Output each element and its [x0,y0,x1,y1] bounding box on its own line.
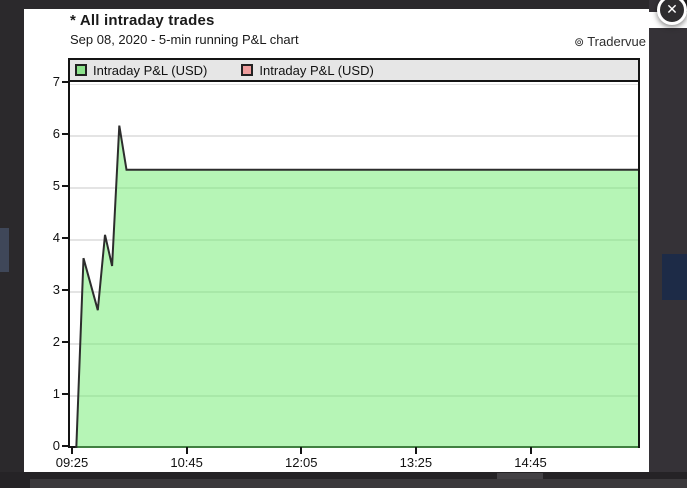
y-axis-tick [62,237,68,239]
x-axis-tick [185,447,188,454]
pnl-area-chart [70,84,638,448]
x-axis-tick [300,447,303,454]
y-axis-tick [62,341,68,343]
x-axis-tick [71,447,73,454]
background-right-column [649,0,687,488]
y-axis-label: 6 [52,126,60,141]
x-axis-label: 09:25 [55,455,89,470]
x-axis-tick [529,447,532,454]
y-axis-tick [62,393,68,395]
y-axis-label: 5 [52,178,60,193]
close-icon: ✕ [666,1,678,17]
brand-label: Tradervue [587,34,646,49]
legend-item-short[interactable]: Intraday P&L (USD) [241,62,374,78]
background-accent-right [662,254,687,300]
legend-label: Intraday P&L (USD) [93,62,208,78]
pnl-line [75,125,638,448]
y-axis-label: 2 [52,334,60,349]
x-axis-tick [414,447,417,454]
chart-legend: Intraday P&L (USD) Intraday P&L (USD) [70,60,638,82]
x-axis-label: 13:25 [399,455,433,470]
y-axis-tick [62,289,68,291]
legend-item-long[interactable]: Intraday P&L (USD) [75,63,207,78]
y-axis-tick [62,81,68,83]
y-axis-label: 3 [52,282,60,297]
background-bottom-strip [30,479,687,488]
chart-frame: Intraday P&L (USD) Intraday P&L (USD) [68,58,640,448]
x-axis-label: 10:45 [170,455,203,470]
close-button[interactable]: ✕ [657,0,687,25]
legend-swatch-green-icon [75,64,87,76]
y-axis-label: 1 [52,386,60,401]
x-axis-label: 14:45 [514,455,547,470]
y-axis-tick [62,445,68,447]
y-axis-tick [62,133,68,135]
background-accent-left [0,228,9,272]
brand: ⊚ Tradervue [574,34,646,49]
pnl-area [76,125,638,448]
chart-subtitle: Sep 08, 2020 - 5-min running P&L chart [70,32,299,47]
legend-label: Intraday P&L (USD) [259,62,374,78]
y-axis-label: 4 [52,230,60,245]
legend-swatch-pink-icon [241,64,254,76]
y-axis-label: 0 [52,438,60,453]
y-axis-tick [62,185,68,187]
x-axis-label: 12:05 [284,455,318,470]
y-axis-label: 7 [52,74,60,89]
tradervue-logo-icon: ⊚ [574,35,585,49]
page-title: * All intraday trades [70,12,215,29]
